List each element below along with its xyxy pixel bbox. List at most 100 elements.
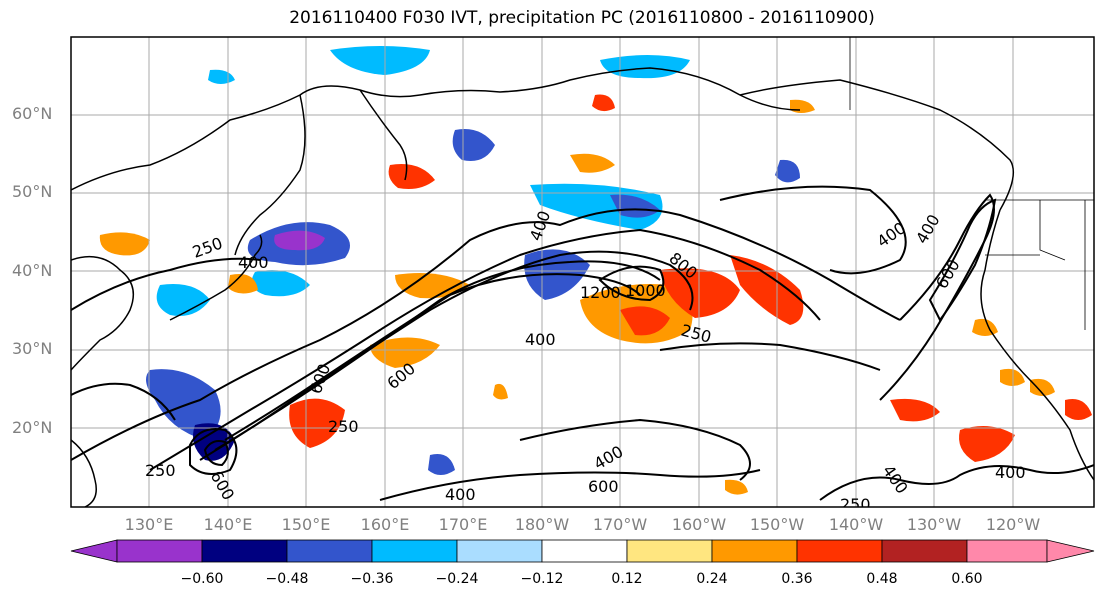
lon-label-170w: 170°W [592, 515, 648, 534]
contour-label: 400 [995, 463, 1026, 482]
colorbar-tick-label: 0.60 [951, 571, 983, 587]
pos-blob [388, 164, 435, 189]
neg-blob [610, 194, 660, 218]
ivt-contours [71, 185, 1094, 501]
coastline-philippines [71, 439, 97, 507]
pos-blob [890, 398, 940, 422]
coastline-kamchatka [359, 89, 408, 181]
pos-blob [592, 94, 615, 112]
neg-blob [146, 369, 221, 440]
coastline-korea-china [71, 255, 135, 371]
lon-label-180w: 180°W [514, 515, 570, 534]
lat-label-30n: 30°N [12, 339, 53, 358]
lat-label-20n: 20°N [12, 418, 53, 437]
colorbar-segment [371, 539, 458, 563]
coastline-asia [71, 67, 801, 191]
ivt-contour [189, 428, 238, 475]
contour-label: 400 [525, 330, 556, 349]
pos-blob [370, 337, 440, 368]
ivt-contour [149, 228, 821, 471]
pos-blob [660, 268, 740, 318]
contour-label: 1200 [580, 283, 621, 302]
pos-blob [289, 398, 345, 448]
lon-label-150e: 150°E [281, 515, 331, 534]
pos-blob [493, 383, 508, 400]
colorbar-tick-label: −0.36 [350, 571, 394, 587]
lon-label-170e: 170°E [438, 515, 488, 534]
colorbar-segment [286, 539, 373, 563]
ivt-contour [659, 342, 881, 371]
lon-label-130e: 130°E [124, 515, 174, 534]
colorbar-tick-label: −0.24 [435, 571, 479, 587]
colorbar-segment [711, 539, 798, 563]
lon-label-150w: 150°W [749, 515, 805, 534]
contour-label: 400 [445, 485, 476, 504]
colorbar-segment [116, 539, 203, 563]
neg-blob [156, 284, 210, 316]
colorbar-tick-label: 0.24 [696, 571, 728, 587]
colorbar-segment [201, 539, 288, 563]
neg-blob [530, 183, 663, 230]
colorbar-tick-label: 0.12 [611, 571, 643, 587]
colorbar-segment [881, 539, 968, 563]
contour-label: 250 [840, 495, 871, 514]
ivt-contour [71, 382, 176, 421]
coastline-north-america [980, 209, 1094, 481]
colorbar-segment-extend-low [70, 539, 118, 563]
ivt-contour [519, 418, 751, 481]
pos-blob [959, 426, 1015, 462]
pos-blob [620, 306, 670, 336]
coastline-japan [169, 234, 263, 321]
pos-blob [1065, 399, 1092, 420]
ivt-contour [879, 193, 995, 401]
coastline-alaska [739, 79, 1015, 211]
colorbar-segment [456, 539, 543, 563]
ivt-contour [214, 260, 661, 451]
lon-label-160w: 160°W [671, 515, 727, 534]
pos-blob [395, 272, 470, 299]
lon-label-140w: 140°W [828, 515, 884, 534]
colorbar [70, 539, 1095, 563]
coastlines [71, 67, 1094, 507]
colorbar-segment [796, 539, 883, 563]
ivt-contour [224, 273, 641, 441]
ivt-contour [379, 469, 761, 501]
lon-label-120w: 120°W [985, 515, 1041, 534]
pos-blob [228, 274, 258, 294]
neg-blob [330, 46, 430, 75]
lon-label-130w: 130°W [906, 515, 962, 534]
ivt-contour [928, 198, 997, 322]
lon-label-160e: 160°E [360, 515, 410, 534]
colorbar-segment [541, 539, 628, 563]
colorbar-tick-label: −0.48 [265, 571, 309, 587]
colorbar-segment [626, 539, 713, 563]
lat-label-60n: 60°N [12, 104, 53, 123]
positive-anomaly-shading [99, 94, 1092, 495]
colorbar-segment [966, 539, 1048, 563]
lon-label-140e: 140°E [203, 515, 253, 534]
ivt-contour [819, 464, 1094, 501]
colorbar-tick-label: −0.12 [520, 571, 564, 587]
colorbar-tick-label: 0.36 [781, 571, 813, 587]
map-frame [70, 36, 1095, 508]
border-us-states [985, 200, 1086, 330]
neg-blob [251, 270, 310, 297]
figure-title: 2016110400 F030 IVT, precipitation PC (2… [289, 8, 875, 28]
ivt-contour [71, 257, 261, 311]
neg-blob [775, 159, 800, 183]
neg-blob [600, 55, 690, 79]
colorbar-segment-extend-high [1046, 539, 1095, 563]
pos-blob [725, 479, 748, 495]
lat-label-40n: 40°N [12, 261, 53, 280]
pos-blob [99, 232, 150, 256]
pos-blob [570, 153, 615, 173]
neg-blob [428, 454, 455, 475]
ivt-contour [199, 250, 694, 461]
neg-blob [274, 230, 325, 251]
lat-label-50n: 50°N [12, 182, 53, 201]
ivt-contour [598, 265, 665, 302]
contour-label: 1000 [625, 281, 666, 300]
contour-label: 250 [328, 417, 359, 436]
ivt-contour [203, 440, 229, 467]
